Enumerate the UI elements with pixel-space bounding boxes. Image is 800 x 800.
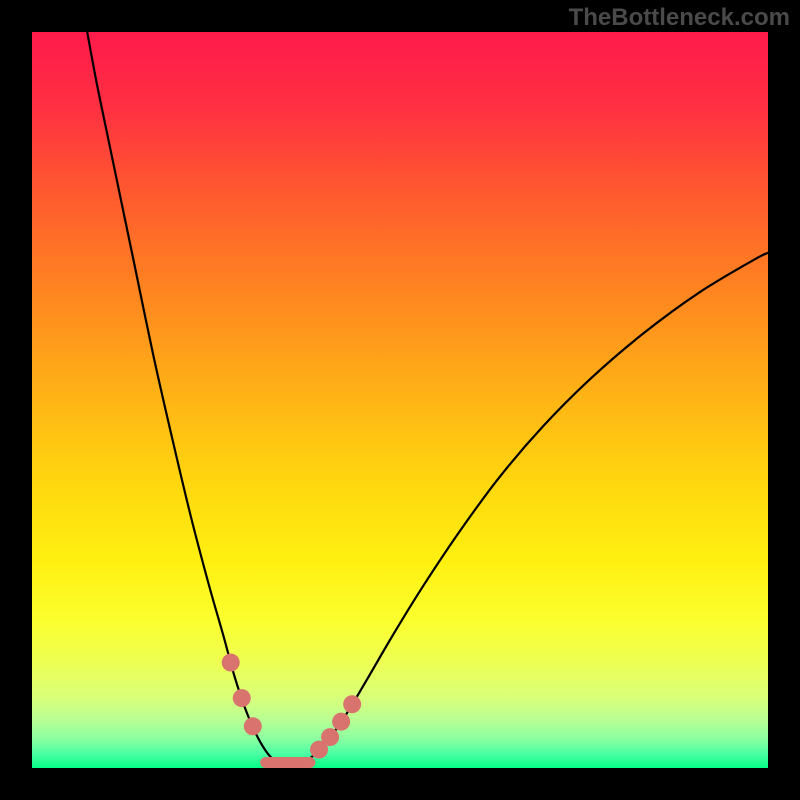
watermark-text: TheBottleneck.com bbox=[569, 4, 790, 32]
marker-dot-left bbox=[233, 689, 251, 707]
marker-flat-bar bbox=[260, 757, 315, 768]
marker-dot-left bbox=[222, 654, 240, 672]
marker-dot-right bbox=[343, 695, 361, 713]
marker-dot-right bbox=[321, 728, 339, 746]
curve-layer bbox=[32, 32, 768, 768]
marker-dot-left bbox=[244, 717, 262, 735]
plot-area bbox=[32, 32, 768, 768]
curve-right-branch bbox=[290, 253, 768, 768]
marker-dot-right bbox=[332, 713, 350, 731]
chart-frame: TheBottleneck.com bbox=[0, 0, 800, 800]
curve-left-branch bbox=[87, 32, 289, 768]
